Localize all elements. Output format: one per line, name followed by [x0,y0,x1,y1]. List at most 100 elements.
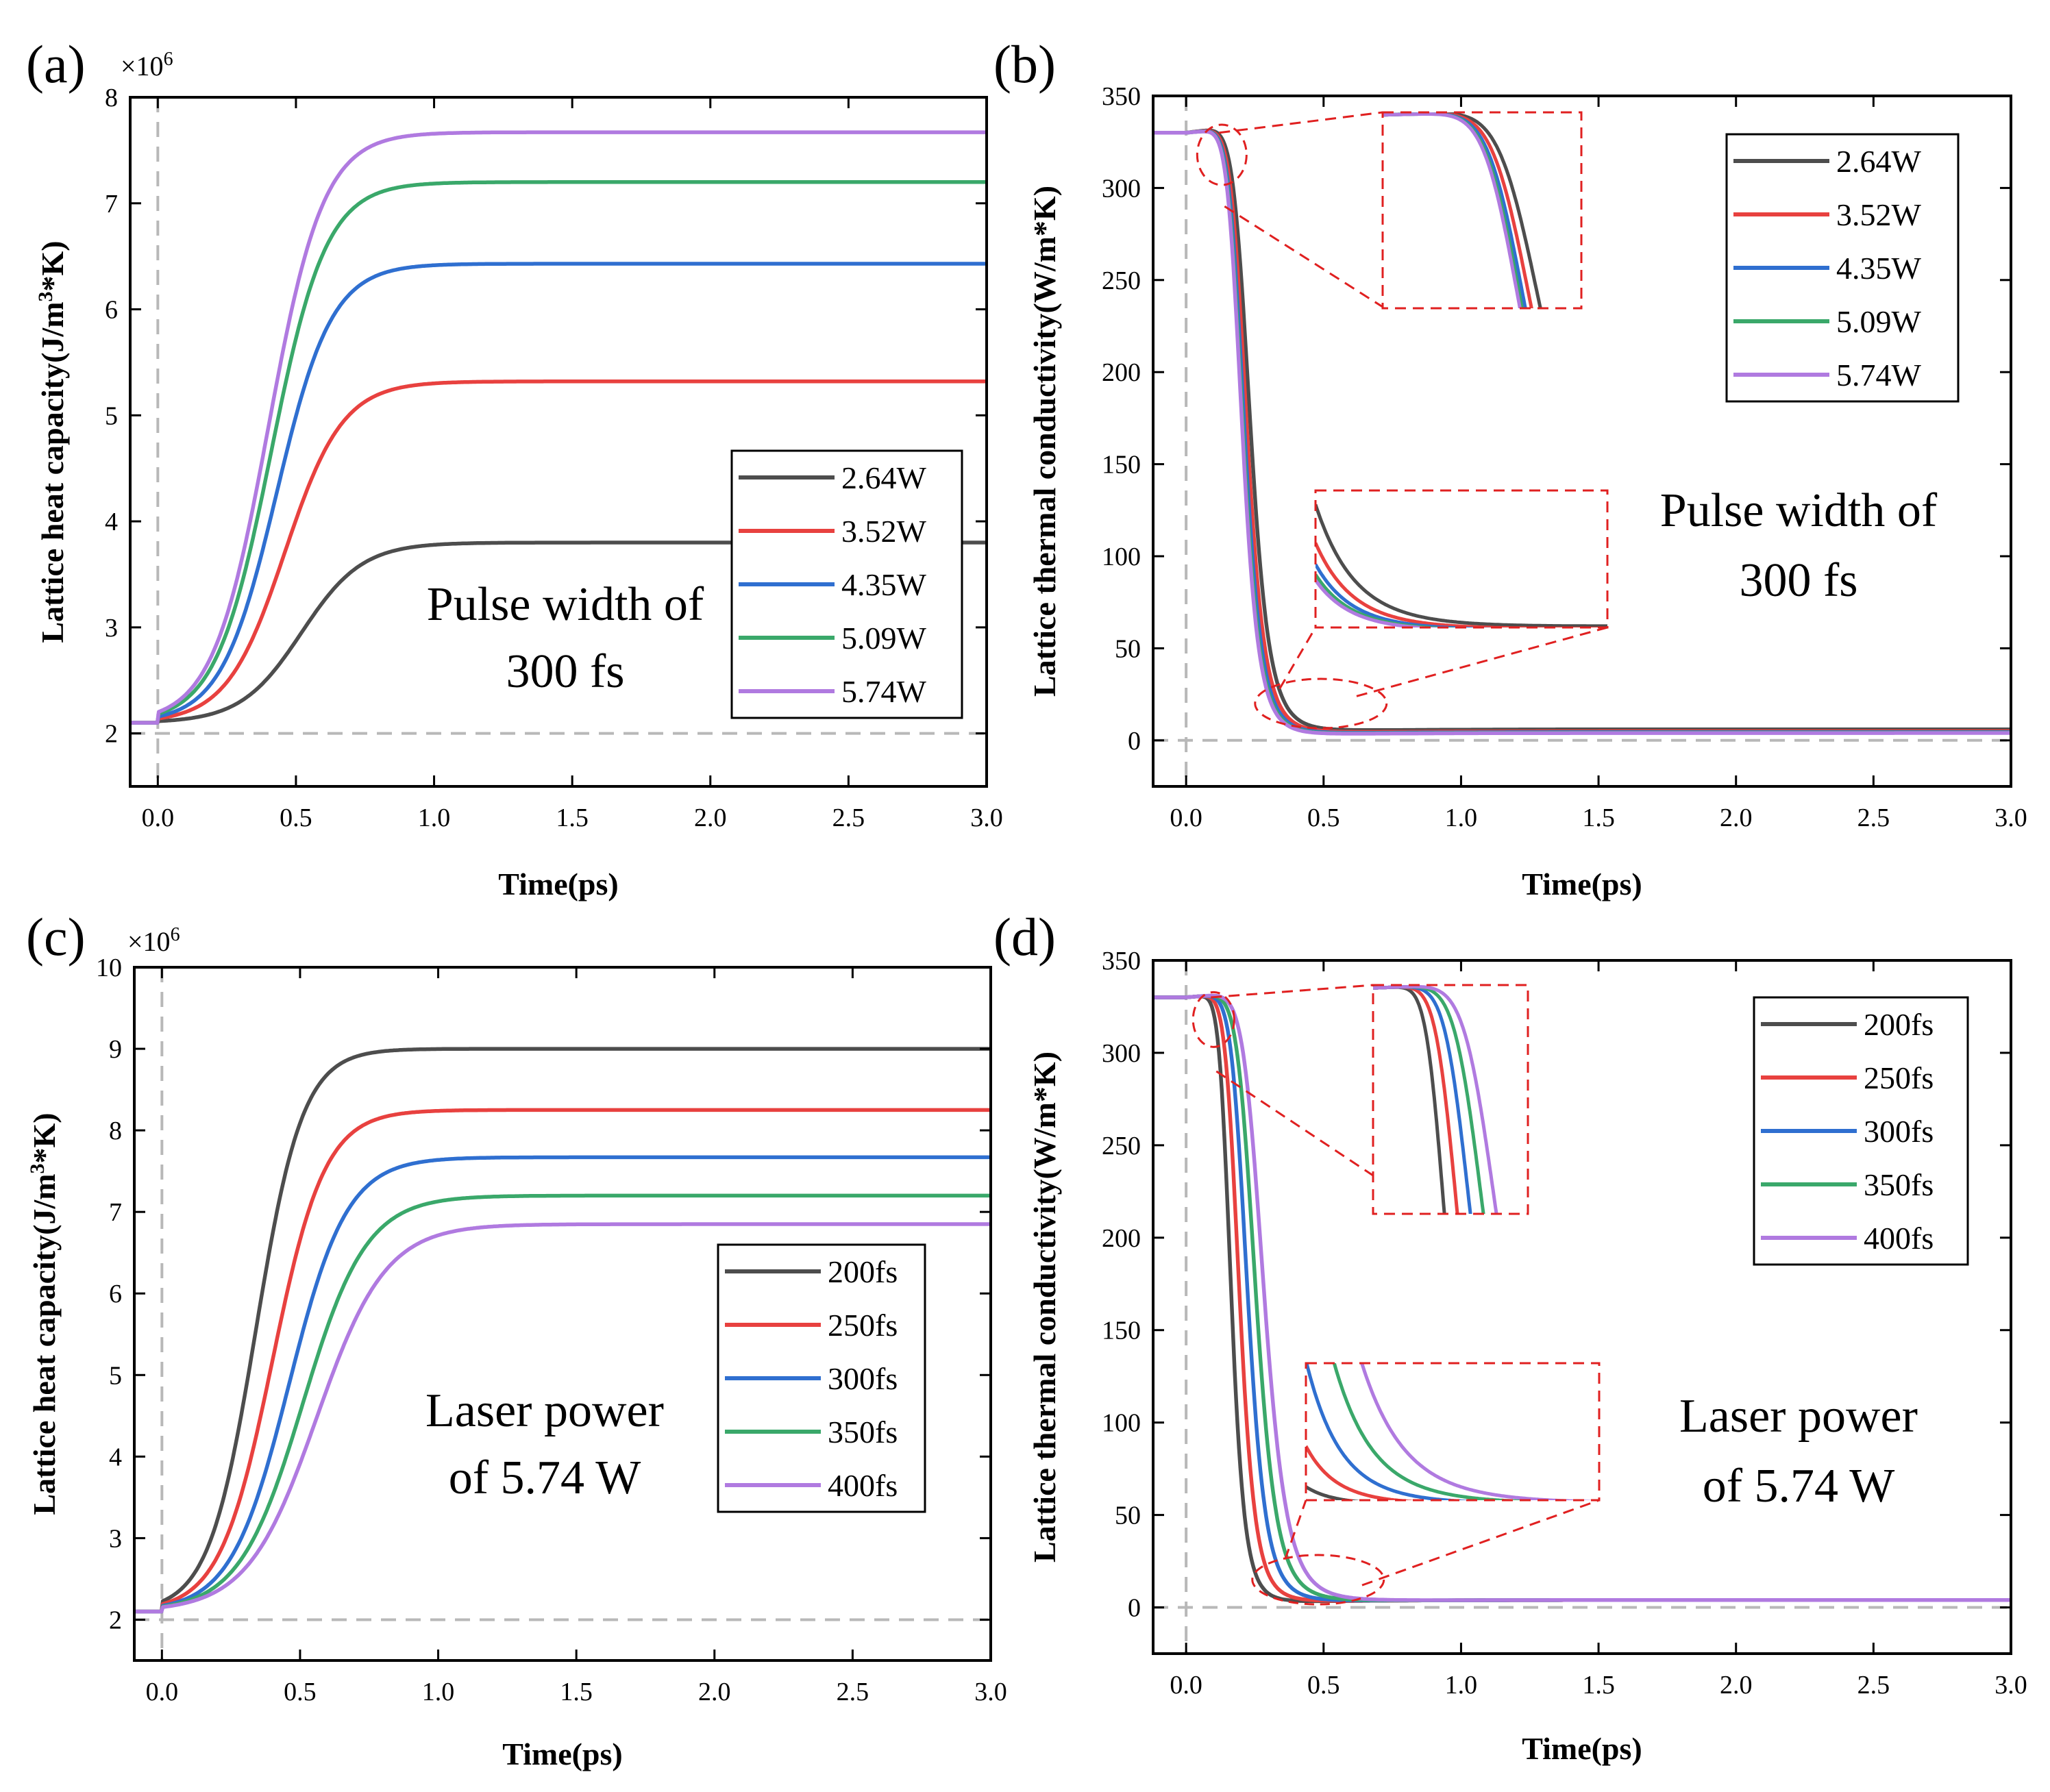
zoom-inset-series-350fs [1332,1363,1540,1500]
y-tick-label: 0 [1128,727,1141,756]
series-line-4.35W [129,262,987,725]
zoom-region-ellipse [1196,123,1248,186]
x-tick-label: 0.0 [1170,804,1202,832]
legend-label: 4.35W [1836,251,1922,286]
y-tick-label: 150 [1102,451,1141,480]
zoom-inset-series-300fs [1306,1363,1477,1500]
plot-frame [1152,95,2012,788]
legend-label: 3.52W [841,514,927,549]
x-tick-label: 1.0 [1445,1671,1478,1700]
x-tick-label: 3.0 [970,804,1003,832]
legend-label: 300fs [1864,1114,1934,1149]
y-axis-title-part: Lattice heat capacity(J/m [35,301,70,643]
x-tick-label: 1.0 [1445,804,1478,832]
zoom-connector-line [1224,206,1383,308]
series-group [134,1047,991,1614]
y-axis-title: Lattice heat capacity(J/m3*K) [26,1112,62,1515]
x-tick-label: 2.0 [1720,1671,1753,1700]
legend-label: 200fs [828,1254,898,1289]
x-tick-label: 0.5 [284,1678,317,1706]
y-tick-label: 250 [1102,1132,1141,1160]
zoom-inset-curves [1373,985,1498,1214]
zoom-region-ellipse [1251,1554,1385,1606]
zoom-inset [1254,489,1609,730]
x-tick-label: 1.5 [560,1678,593,1706]
x-tick-label: 3.0 [1995,804,2027,832]
legend-label: 4.35W [841,567,927,602]
panel-label: (c) [26,907,86,967]
zoom-inset [1251,1362,1601,1606]
zoom-inset-series-400fs [1359,1363,1599,1500]
x-tick-label: 1.5 [1582,1671,1615,1700]
legend-label: 2.64W [1836,144,1922,179]
series-group [1152,993,2012,1604]
x-tick-label: 2.5 [1857,804,1890,832]
zoom-connector-line [1211,984,1374,999]
axis-multiplier-base: ×10 [121,51,164,82]
zoom-inset-series-400fs [1373,985,1498,1214]
panel-annotation: of 5.74 W [449,1452,641,1504]
panel-annotation: of 5.74 W [1703,1460,1895,1513]
legend-label: 350fs [828,1415,898,1449]
zoom-connector-line [1356,626,1608,697]
x-axis-title: Time(ps) [1522,1731,1642,1766]
y-tick-label: 2 [105,720,118,749]
plot-frame [133,966,992,1662]
zoom-inset-series-2.64W [1316,503,1607,627]
y-tick-label: 3 [105,614,118,643]
panel-a: 0.0 0.5 1.0 1.5 2.0 2.5 3.0 2 3 4 5 6 7 8 Time(ps) Latt… [26,34,1003,901]
y-axis-title: Lattice thermal conductivity(W/m*K) [1027,186,1062,697]
zoom-inset-border [1372,984,1529,1215]
series-line-400fs [1152,993,2012,1602]
x-tick-label: 3.0 [974,1678,1007,1706]
y-tick-label: 8 [109,1117,122,1145]
legend-label: 350fs [1864,1167,1934,1202]
y-tick-label: 100 [1102,543,1141,571]
series-line-300fs [134,1155,991,1614]
y-tick-label: 5 [105,401,118,430]
y-tick-label: 4 [105,508,118,536]
zoom-inset-background [1316,490,1607,627]
series-line-5.09W [129,180,987,725]
series-line-3.52W [129,379,987,725]
legend-label: 5.74W [1836,358,1922,393]
zoom-inset-border [1305,1362,1601,1502]
y-tick-label: 2 [109,1606,122,1634]
y-tick-label: 9 [109,1035,122,1064]
x-tick-label: 0.5 [280,804,312,832]
legend: 2.64W 3.52W 4.35W 5.09W 5.74W [1725,133,1960,403]
y-axis-title: Lattice heat capacity(J/m3*K) [34,240,71,643]
legend-label: 250fs [1864,1060,1934,1095]
y-axis-title-superscript: 3 [26,1163,49,1173]
y-tick-label: 10 [96,954,122,982]
panel-annotation: Laser power [1679,1390,1918,1443]
series-line-350fs [134,1193,991,1614]
y-tick-label: 300 [1102,1039,1141,1068]
legend-label: 300fs [828,1361,898,1396]
panel-c: 0.0 0.5 1.0 1.5 2.0 2.5 3.0 2 3 4 5 6 7 8 9 10 Time(ps) L… [26,907,1007,1771]
panel-label: (a) [26,34,86,94]
plot-frame [129,96,988,788]
panel-annotation: Pulse width of [1660,484,1938,537]
zoom-inset [1191,984,1529,1215]
y-tick-label: 5 [109,1361,122,1390]
x-tick-label: 0.5 [1307,1671,1340,1700]
y-tick-label: 7 [105,190,118,219]
zoom-connector-line [1361,1499,1600,1586]
panel-annotation: Pulse width of [427,578,704,631]
zoom-connector-line [1279,627,1317,690]
y-tick-label: 200 [1102,358,1141,387]
y-tick-label: 250 [1102,266,1141,295]
panel-d: 0.0 0.5 1.0 1.5 2.0 2.5 3.0 0 50 100 150 200 250 300 3… [993,907,2027,1766]
x-tick-label: 1.5 [1582,804,1615,832]
legend-label: 400fs [828,1468,898,1503]
series-line-200fs [134,1047,991,1614]
zoom-inset-series-4.35W [1316,563,1500,627]
legend-label: 250fs [828,1308,898,1343]
panel-annotation: Laser power [425,1384,664,1437]
zoom-region-ellipse [1254,677,1388,730]
zoom-connector-line [1219,111,1383,134]
zoom-inset-background [1306,1363,1599,1500]
x-tick-label: 0.5 [1307,804,1340,832]
